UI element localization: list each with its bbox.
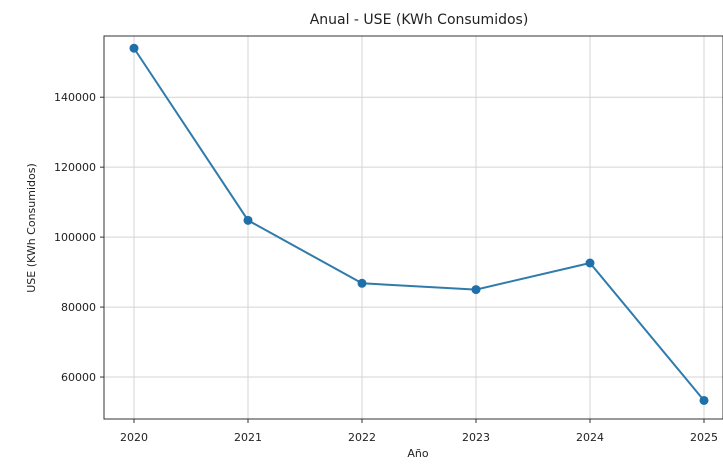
y-tick-label: 60000 [61, 371, 96, 384]
data-point [357, 278, 367, 288]
y-tick-label: 80000 [61, 301, 96, 314]
data-point [699, 395, 709, 405]
data-point [471, 285, 481, 295]
data-point [243, 215, 253, 225]
series-layer [129, 43, 709, 405]
x-tick-label: 2024 [576, 431, 604, 444]
data-point [129, 43, 139, 53]
y-axis-label: USE (KWh Consumidos) [25, 163, 38, 293]
data-point [585, 258, 595, 268]
x-axis-label: Año [407, 447, 428, 460]
grid-layer [104, 36, 723, 419]
x-tick-label: 2020 [120, 431, 148, 444]
x-tick-label: 2022 [348, 431, 376, 444]
y-tick-label: 120000 [54, 161, 96, 174]
y-tick-labels: 60000 80000 100000 120000 140000 [54, 91, 104, 384]
series-line [133, 47, 705, 402]
x-tick-labels: 2020 2021 2022 2023 2024 2025 [120, 419, 718, 444]
x-tick-label: 2023 [462, 431, 490, 444]
x-tick-label: 2025 [690, 431, 718, 444]
plot-frame [103, 35, 723, 420]
chart-title: Anual - USE (KWh Consumidos) [310, 12, 529, 28]
x-tick-label: 2021 [234, 431, 262, 444]
y-tick-label: 100000 [54, 231, 96, 244]
y-tick-label: 140000 [54, 91, 96, 104]
